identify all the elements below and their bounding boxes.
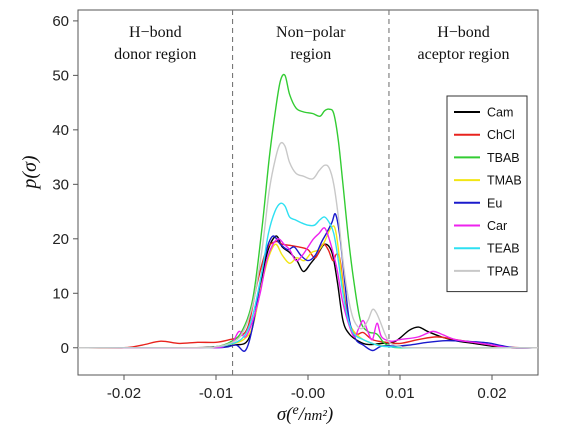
- x-tick-label: -0.01: [199, 385, 233, 402]
- legend-label-cam: Cam: [487, 106, 513, 120]
- x-tick-label: 0.02: [477, 385, 506, 402]
- legend-box: [446, 95, 528, 293]
- y-tick-label: 0: [61, 340, 69, 357]
- legend-label-tmab: TMAB: [487, 174, 522, 188]
- y-axis-label: p(σ): [19, 155, 41, 191]
- region-label-line: aceptor region: [418, 46, 510, 63]
- legend-label-chcl: ChCl: [487, 128, 515, 142]
- region-label-line: H−bond: [129, 24, 182, 41]
- series-line-tpab: [77, 141, 539, 349]
- legend-label-tpab: TPAB: [487, 264, 519, 278]
- y-tick-label: 30: [52, 176, 69, 193]
- x-tick-label: 0.01: [385, 385, 414, 402]
- region-label-line: Non−polar: [276, 24, 346, 41]
- y-tick-label: 50: [52, 67, 69, 84]
- region-label-line: donor region: [114, 46, 196, 63]
- series-line-chcl: [77, 240, 539, 349]
- region-annotations: H−bond donor region Non−polar region H−bond a…: [114, 10, 509, 375]
- region-label: H−bond donor region: [114, 24, 196, 63]
- region-label-line: H−bond: [437, 24, 490, 41]
- y-tick-label: 20: [52, 231, 69, 248]
- x-tick-label: -0.00: [291, 385, 325, 402]
- legend-label-tbab: TBAB: [487, 151, 520, 165]
- legend-label-eu: Eu: [487, 196, 502, 210]
- legend: Cam ChCl TBAB TMAB Eu Car TEAB TPAB: [446, 95, 528, 293]
- legend-label-teab: TEAB: [487, 242, 520, 256]
- region-label: Non−polar region: [276, 24, 346, 63]
- y-tick-label: 10: [52, 285, 69, 302]
- series-line-tbab: [77, 73, 539, 349]
- legend-label-car: Car: [487, 219, 507, 233]
- axes: 0 10 20 30 40 50 60 -0.02 -0.01 -0.00 0.01 0.02: [52, 9, 539, 402]
- region-label-line: region: [290, 46, 331, 63]
- series-line-car: [77, 227, 539, 349]
- series-lines: [77, 73, 539, 352]
- y-tick-label: 40: [52, 122, 69, 139]
- x-axis-label: σ(e/nm²): [277, 403, 333, 425]
- y-tick-label: 60: [52, 13, 69, 30]
- series-line-teab: [77, 202, 539, 349]
- x-tick-label: -0.02: [107, 385, 141, 402]
- region-label: H−bond aceptor region: [418, 24, 510, 63]
